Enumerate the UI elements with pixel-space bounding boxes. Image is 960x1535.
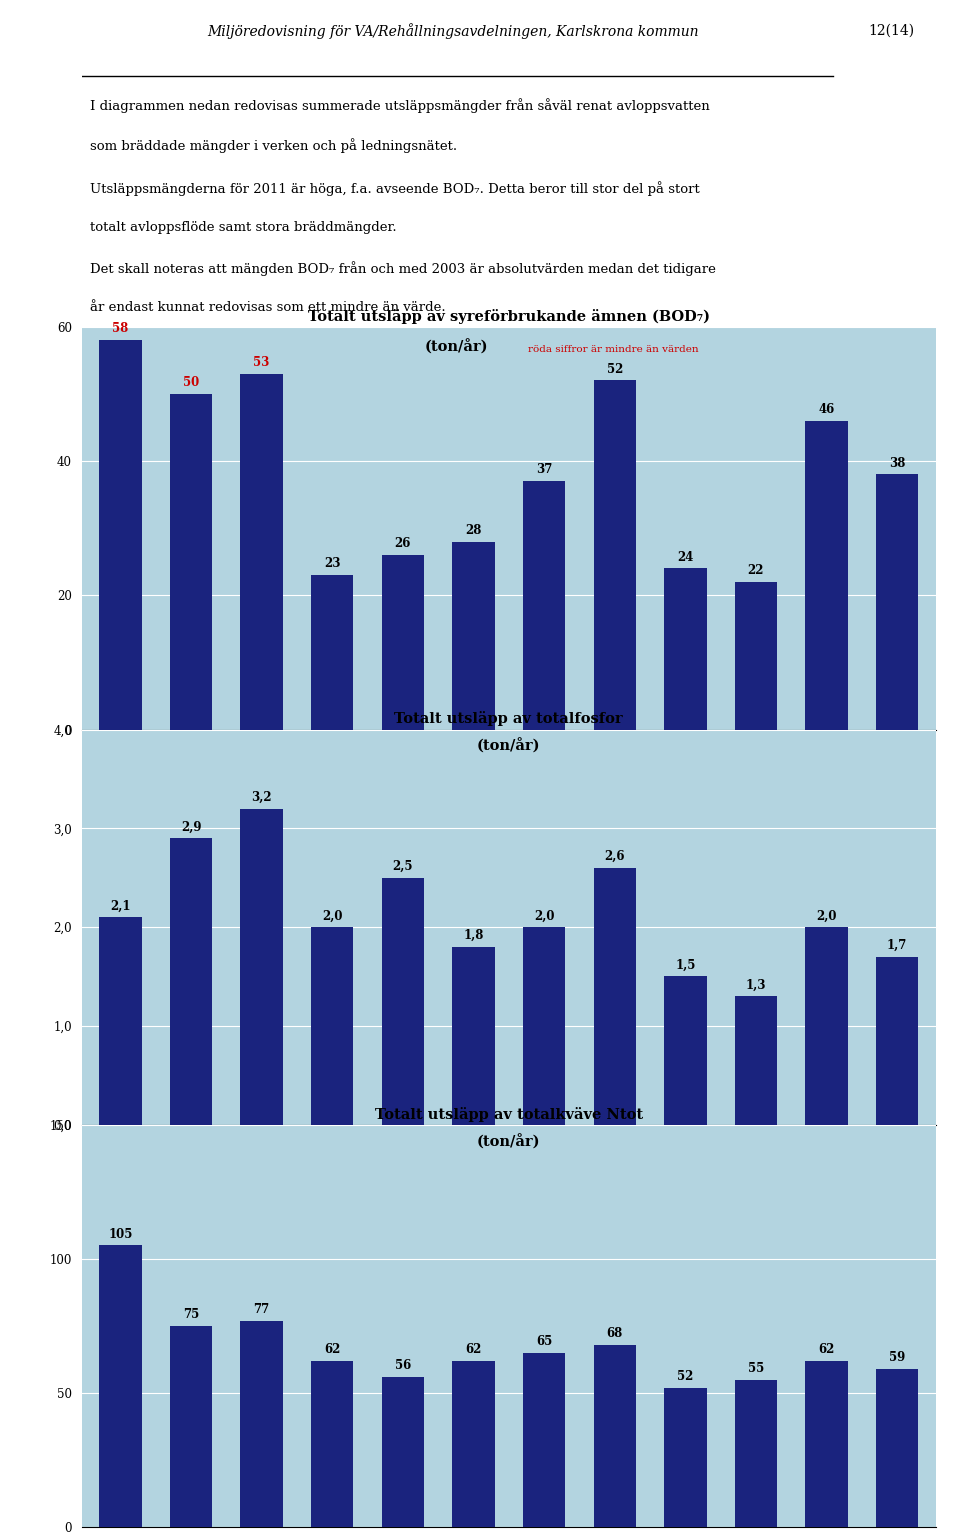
Text: 105: 105: [108, 1228, 132, 1240]
Text: Miljöredovisning för VA/Rehållningsavdelningen, Karlskrona kommun: Miljöredovisning för VA/Rehållningsavdel…: [207, 23, 699, 38]
Bar: [240, 809, 283, 1125]
Bar: [734, 1380, 778, 1527]
Bar: [664, 1388, 707, 1527]
Text: 68: 68: [607, 1326, 623, 1340]
Text: 75: 75: [183, 1308, 199, 1322]
Bar: [805, 1362, 848, 1527]
Bar: [99, 341, 142, 729]
Bar: [311, 927, 353, 1125]
Text: 1,8: 1,8: [464, 929, 484, 942]
Text: röda siffror är mindre än värden: röda siffror är mindre än värden: [528, 345, 699, 355]
Text: 46: 46: [819, 402, 834, 416]
Bar: [170, 394, 212, 729]
Bar: [99, 918, 142, 1125]
Bar: [523, 1352, 565, 1527]
Bar: [311, 1362, 353, 1527]
Text: år endast kunnat redovisas som ett mindre än värde.: år endast kunnat redovisas som ett mindr…: [90, 301, 445, 313]
Text: Utsläppsmängderna för 2011 är höga, f.a. avseende BOD₇. Detta beror till stor de: Utsläppsmängderna för 2011 är höga, f.a.…: [90, 181, 700, 195]
Text: 12(14): 12(14): [869, 25, 915, 38]
Text: 2,0: 2,0: [816, 909, 837, 923]
Bar: [311, 576, 353, 729]
Text: (ton/år): (ton/år): [477, 1134, 540, 1150]
Bar: [523, 927, 565, 1125]
Text: (ton/år): (ton/år): [424, 339, 488, 355]
Text: 65: 65: [536, 1335, 552, 1348]
Text: 1,3: 1,3: [746, 978, 766, 992]
Text: 3,2: 3,2: [252, 791, 272, 804]
Text: 38: 38: [889, 456, 905, 470]
Text: 62: 62: [466, 1343, 482, 1355]
Bar: [382, 556, 424, 729]
Text: 50: 50: [183, 376, 199, 388]
Bar: [240, 1320, 283, 1527]
Bar: [805, 421, 848, 729]
Bar: [170, 1326, 212, 1527]
Text: 37: 37: [536, 464, 552, 476]
Text: Totalt utsläpp av totalkväve Ntot: Totalt utsläpp av totalkväve Ntot: [374, 1107, 643, 1122]
Bar: [734, 582, 778, 729]
Bar: [664, 568, 707, 729]
Text: Totalt utsläpp av totalfosfor: Totalt utsläpp av totalfosfor: [395, 711, 623, 726]
Text: 55: 55: [748, 1362, 764, 1375]
Text: 2,6: 2,6: [605, 850, 625, 863]
Bar: [452, 947, 494, 1125]
Bar: [240, 375, 283, 729]
Text: totalt avloppsflöde samt stora bräddmängder.: totalt avloppsflöde samt stora bräddmäng…: [90, 221, 396, 233]
Text: 28: 28: [466, 523, 482, 537]
Bar: [734, 996, 778, 1125]
Text: 2,0: 2,0: [322, 909, 343, 923]
Text: Det skall noteras att mängden BOD₇ från och med 2003 är absolutvärden medan det : Det skall noteras att mängden BOD₇ från …: [90, 261, 716, 276]
Text: 2,9: 2,9: [180, 820, 202, 834]
Text: 53: 53: [253, 356, 270, 368]
Bar: [452, 542, 494, 729]
Text: som bräddade mängder i verken och på ledningsnätet.: som bräddade mängder i verken och på led…: [90, 138, 457, 154]
Bar: [593, 1345, 636, 1527]
Text: 2,0: 2,0: [534, 909, 554, 923]
Bar: [170, 838, 212, 1125]
Text: 1,7: 1,7: [887, 939, 907, 952]
Bar: [99, 1245, 142, 1527]
Bar: [876, 1369, 919, 1527]
Bar: [805, 927, 848, 1125]
Text: (ton/år): (ton/år): [477, 738, 540, 754]
Text: 59: 59: [889, 1351, 905, 1365]
Bar: [876, 956, 919, 1125]
Text: I diagrammen nedan redovisas summerade utsläppsmängder från såväl renat avloppsv: I diagrammen nedan redovisas summerade u…: [90, 98, 709, 114]
Text: 2,1: 2,1: [110, 900, 131, 912]
Bar: [382, 1377, 424, 1527]
Text: Totalt utsläpp av syreförbrukande ämnen (BOD₇): Totalt utsläpp av syreförbrukande ämnen …: [308, 309, 709, 324]
Text: 1,5: 1,5: [675, 959, 695, 972]
Text: 52: 52: [677, 1369, 693, 1383]
Bar: [382, 878, 424, 1125]
Text: 24: 24: [677, 551, 693, 563]
Text: 52: 52: [607, 362, 623, 376]
Bar: [593, 867, 636, 1125]
Bar: [523, 480, 565, 729]
Text: 26: 26: [395, 537, 411, 550]
Bar: [664, 976, 707, 1125]
Text: 23: 23: [324, 557, 341, 571]
Text: 62: 62: [324, 1343, 341, 1355]
Text: 2,5: 2,5: [393, 860, 413, 873]
Text: 77: 77: [253, 1303, 270, 1315]
Bar: [593, 381, 636, 729]
Text: 58: 58: [112, 322, 129, 335]
Text: 22: 22: [748, 563, 764, 577]
Text: 62: 62: [818, 1343, 835, 1355]
Bar: [452, 1362, 494, 1527]
Text: 56: 56: [395, 1358, 411, 1372]
Bar: [876, 474, 919, 729]
